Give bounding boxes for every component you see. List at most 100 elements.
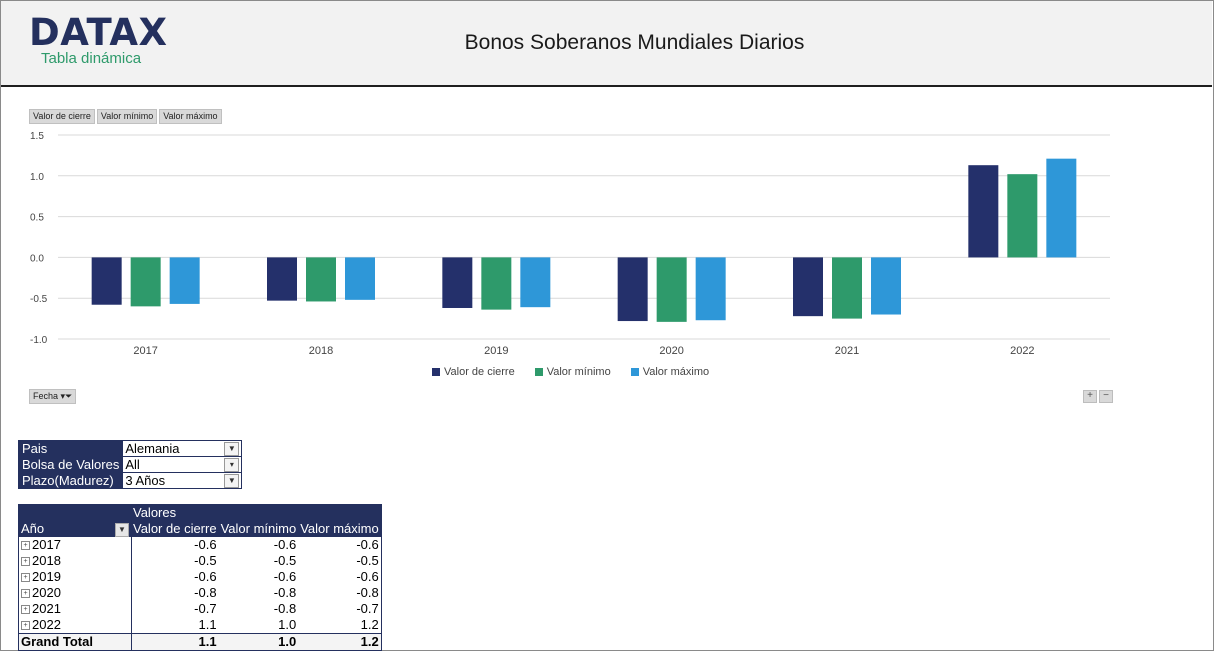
- fecha-field-button[interactable]: Fecha ▾⏷: [29, 389, 77, 404]
- pivot-header-row-2: Año ▼ Valor de cierre Valor mínimo Valor …: [18, 521, 382, 537]
- x-tick-label: 2019: [484, 345, 508, 357]
- filter-value-pais[interactable]: Alemania ▼: [122, 440, 243, 457]
- bar-minimo: [656, 257, 687, 322]
- bar-cierre: [267, 257, 297, 301]
- chart-legend: Valor de cierre Valor mínimo Valor máxim…: [432, 366, 709, 378]
- bar-maximo: [169, 257, 200, 304]
- filter-value-plazo[interactable]: 3 Años ▼: [122, 472, 243, 489]
- header: DATAX Tabla dinámica Bonos Soberanos Mun…: [1, 1, 1212, 87]
- row-label-year[interactable]: +2021: [18, 601, 132, 617]
- value-cell: -0.6: [273, 569, 297, 584]
- expand-icon[interactable]: +: [21, 573, 30, 583]
- table-row: +2017 -0.6 -0.6 -0.6: [18, 537, 382, 553]
- logo-subtitle: Tabla dinámica: [41, 50, 142, 67]
- value-cell: -0.6: [273, 537, 297, 552]
- column-header: Valor máximo: [298, 521, 382, 537]
- expand-icon[interactable]: +: [21, 621, 30, 631]
- grand-total-cell: 1.0: [218, 633, 299, 651]
- column-header: Valor mínimo: [218, 521, 299, 537]
- row-label-year[interactable]: +2018: [18, 553, 132, 569]
- grand-total-cell: 1.2: [298, 633, 382, 651]
- expand-icon[interactable]: +: [21, 589, 30, 599]
- bar-minimo: [130, 257, 161, 307]
- y-tick-label: 0.0: [30, 253, 44, 264]
- value-cell: -0.5: [273, 553, 297, 568]
- row-header-ano[interactable]: Año ▼: [18, 521, 131, 537]
- bar-maximo: [871, 257, 901, 315]
- dropdown-icon[interactable]: ▾: [224, 458, 240, 472]
- value-cell: -0.6: [194, 569, 217, 584]
- bar-cierre: [442, 257, 473, 308]
- filter-label: Bolsa de Valores: [17, 456, 124, 473]
- legend-swatch-maximo: [630, 368, 639, 376]
- table-row: +2019 -0.6 -0.6 -0.6: [18, 569, 382, 585]
- field-button-minimo[interactable]: Valor mínimo: [96, 109, 158, 124]
- y-tick-label: 0.5: [30, 213, 44, 224]
- legend-item-cierre[interactable]: Valor de cierre: [432, 366, 515, 378]
- legend-label-cierre: Valor de cierre: [444, 366, 515, 378]
- filter-value-text: 3 Años: [125, 473, 166, 488]
- filter-icon[interactable]: ▼: [224, 474, 240, 488]
- grand-total-cell: 1.1: [131, 633, 219, 651]
- legend-swatch-cierre: [432, 368, 440, 376]
- value-cell: -0.5: [194, 553, 217, 568]
- field-button-maximo[interactable]: Valor máximo: [159, 109, 222, 124]
- year-text: 2019: [32, 569, 61, 584]
- bar-cierre: [91, 257, 122, 305]
- expand-icon[interactable]: +: [21, 557, 30, 567]
- filter-icon[interactable]: ▼: [224, 442, 240, 456]
- value-cell: -0.6: [194, 537, 217, 552]
- page-title: Bonos Soberanos Mundiales Diarios: [464, 31, 805, 54]
- filter-row-plazo: Plazo(Madurez) 3 Años ▼: [17, 472, 243, 489]
- legend-item-maximo[interactable]: Valor máximo: [630, 366, 710, 378]
- bar-minimo: [306, 257, 336, 302]
- column-header: Valor de cierre: [131, 521, 219, 537]
- legend-label-minimo: Valor mínimo: [546, 366, 611, 378]
- pivot-header-row-1: Valores: [18, 504, 382, 521]
- grand-total-label: Grand Total: [18, 633, 132, 651]
- filter-label: Pais: [17, 440, 124, 457]
- bar-maximo: [695, 257, 726, 321]
- table-row: +2021 -0.7 -0.8 -0.7: [18, 601, 382, 617]
- chart-field-buttons: Valor de cierre Valor mínimo Valor máxim…: [29, 109, 222, 124]
- bar-cierre: [793, 257, 823, 317]
- filter-label: Plazo(Madurez): [17, 472, 124, 489]
- expand-icon[interactable]: +: [21, 541, 30, 551]
- row-header-label: Año: [21, 521, 45, 536]
- bar-maximo: [1046, 158, 1077, 258]
- table-row: +2018 -0.5 -0.5 -0.5: [18, 553, 382, 569]
- collapse-button[interactable]: −: [1099, 390, 1113, 403]
- pivot-table: Valores Año ▼ Valor de cierre Valor mínim…: [18, 504, 382, 651]
- value-cell: 1.0: [278, 617, 297, 632]
- filter-value-text: Alemania: [125, 441, 180, 456]
- x-tick-label: 2018: [309, 345, 333, 357]
- x-tick-label: 2020: [659, 345, 683, 357]
- bar-minimo: [832, 257, 862, 319]
- value-cell: -0.6: [356, 537, 379, 552]
- pivot-corner: [18, 504, 131, 521]
- legend-item-minimo[interactable]: Valor mínimo: [534, 366, 611, 378]
- expand-button[interactable]: +: [1083, 390, 1097, 403]
- table-row: +2022 1.1 1.0 1.2: [18, 617, 382, 634]
- filter-value-bolsa[interactable]: All ▾: [122, 456, 243, 473]
- row-label-year[interactable]: +2019: [18, 569, 132, 585]
- row-label-year[interactable]: +2017: [18, 537, 132, 553]
- year-text: 2017: [32, 537, 61, 552]
- row-label-year[interactable]: +2022: [18, 617, 132, 634]
- value-cell: -0.8: [273, 601, 297, 616]
- fecha-label: Fecha: [33, 391, 59, 401]
- bar-maximo: [520, 257, 551, 308]
- table-row: +2020 -0.8 -0.8 -0.8: [18, 585, 382, 601]
- value-cell: -0.7: [356, 601, 379, 616]
- row-label-year[interactable]: +2020: [18, 585, 132, 601]
- expand-icon[interactable]: +: [21, 605, 30, 615]
- x-tick-label: 2017: [133, 345, 157, 357]
- filter-icon[interactable]: ▼: [115, 523, 129, 537]
- field-button-cierre[interactable]: Valor de cierre: [29, 109, 95, 124]
- legend-label-maximo: Valor máximo: [642, 366, 710, 378]
- grand-total-row: Grand Total 1.1 1.0 1.2: [18, 633, 382, 651]
- y-tick-label: -1.0: [30, 335, 48, 346]
- x-tick-label: 2022: [1010, 345, 1034, 357]
- filter-icon: ▾⏷: [60, 391, 73, 401]
